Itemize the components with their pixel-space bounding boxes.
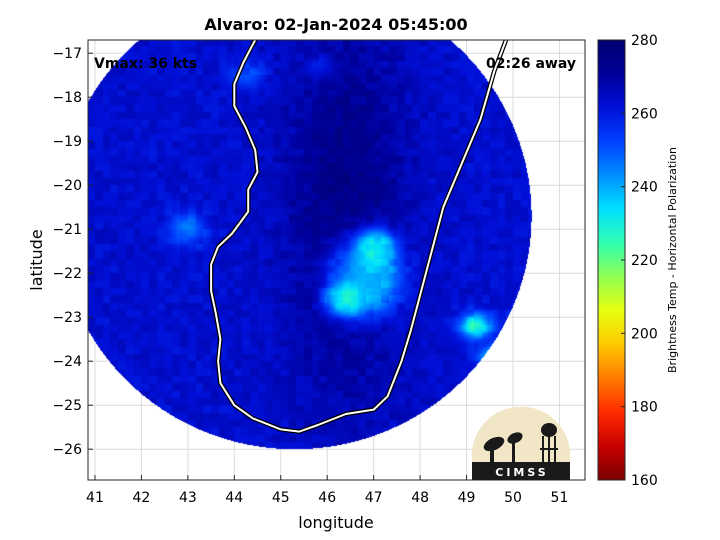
y-tick-label: −20 bbox=[52, 178, 82, 194]
vmax-label: Vmax: 36 kts bbox=[94, 56, 197, 72]
colorbar-tick-label: 160 bbox=[631, 473, 658, 489]
colorbar-tick-label: 260 bbox=[631, 106, 658, 122]
x-tick-label: 50 bbox=[504, 490, 522, 506]
colorbar-label: Brightness Temp - Horizontal Polarizatio… bbox=[666, 147, 679, 373]
colorbar-tick-label: 240 bbox=[631, 180, 658, 196]
satellite-dish-icon bbox=[483, 432, 523, 462]
x-tick-label: 47 bbox=[365, 490, 383, 506]
time-away-label: 02:26 away bbox=[486, 56, 576, 72]
y-tick-label: −22 bbox=[52, 266, 82, 282]
x-axis-ticks: 41 42 43 44 45 46 47 48 49 50 51 bbox=[86, 475, 568, 506]
y-axis-label: latitude bbox=[27, 229, 46, 290]
y-tick-label: −17 bbox=[52, 46, 82, 62]
x-tick-label: 42 bbox=[133, 490, 151, 506]
x-tick-label: 48 bbox=[411, 490, 429, 506]
y-tick-label: −26 bbox=[52, 442, 82, 458]
colorbar-tick-label: 220 bbox=[631, 253, 658, 269]
colorbar-ticks: 160 180 200 220 240 260 280 bbox=[621, 33, 658, 489]
x-axis-label: longitude bbox=[298, 513, 373, 532]
y-tick-label: −21 bbox=[52, 222, 82, 238]
x-tick-label: 43 bbox=[179, 490, 197, 506]
x-tick-label: 45 bbox=[272, 490, 290, 506]
x-tick-label: 44 bbox=[225, 490, 243, 506]
brightness-temperature-swath bbox=[88, 40, 585, 480]
cimss-logo: CIMSS bbox=[471, 406, 570, 480]
logo-text: CIMSS bbox=[495, 466, 548, 479]
logo-banner bbox=[472, 462, 570, 480]
x-tick-label: 41 bbox=[86, 490, 104, 506]
y-tick-label: −23 bbox=[52, 310, 82, 326]
x-tick-label: 46 bbox=[318, 490, 336, 506]
coastline bbox=[210, 40, 507, 433]
plot-frame bbox=[87, 39, 586, 481]
colorbar bbox=[597, 39, 626, 481]
y-axis-ticks: −17 −18 −19 −20 −21 −22 −23 −24 −25 −26 bbox=[52, 46, 93, 458]
colorbar-tick-label: 200 bbox=[631, 326, 658, 342]
x-tick-label: 49 bbox=[458, 490, 476, 506]
y-tick-label: −25 bbox=[52, 398, 82, 414]
x-tick-label: 51 bbox=[551, 490, 569, 506]
water-tower-icon bbox=[540, 423, 558, 462]
chart-title: Alvaro: 02-Jan-2024 05:45:00 bbox=[204, 15, 467, 34]
y-tick-label: −19 bbox=[52, 134, 82, 150]
colorbar-tick-label: 180 bbox=[631, 400, 658, 416]
y-tick-label: −18 bbox=[52, 90, 82, 106]
y-tick-label: −24 bbox=[52, 354, 82, 370]
colorbar-tick-label: 280 bbox=[631, 33, 658, 49]
